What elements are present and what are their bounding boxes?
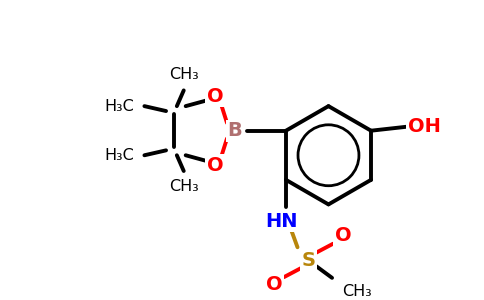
Text: B: B	[227, 121, 242, 140]
Text: H₃C: H₃C	[104, 148, 134, 163]
Text: CH₃: CH₃	[169, 179, 198, 194]
Text: O: O	[207, 87, 224, 106]
Text: HN: HN	[265, 212, 297, 231]
Text: S: S	[302, 251, 316, 270]
Text: H₃C: H₃C	[104, 99, 134, 114]
Text: O: O	[266, 275, 283, 295]
Text: OH: OH	[408, 117, 440, 136]
Text: O: O	[334, 226, 351, 245]
Text: O: O	[207, 156, 224, 175]
Text: CH₃: CH₃	[169, 67, 198, 82]
Text: CH₃: CH₃	[342, 284, 372, 299]
